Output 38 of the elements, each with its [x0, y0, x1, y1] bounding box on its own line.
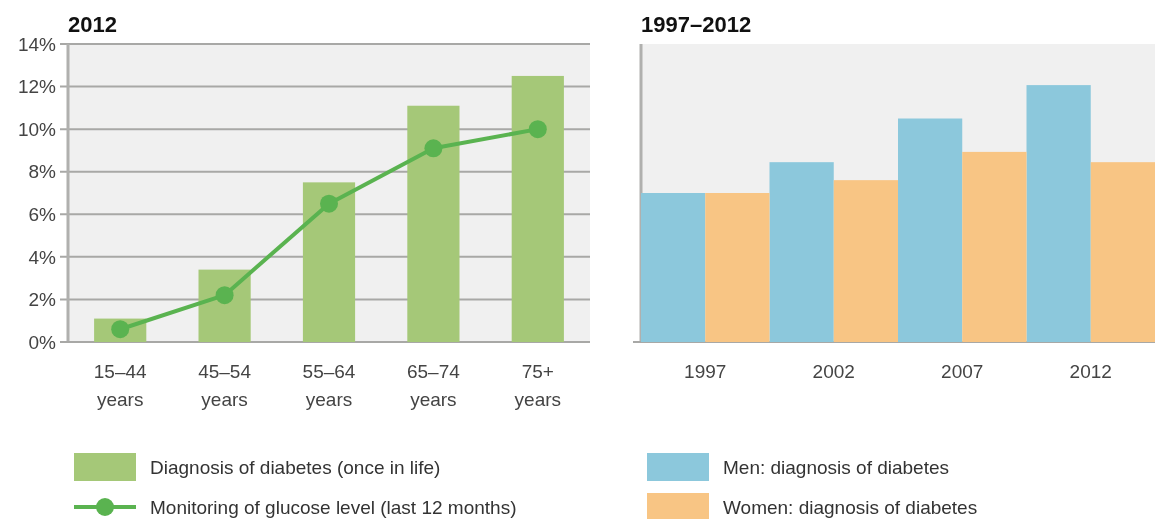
point — [424, 139, 443, 158]
point — [528, 120, 547, 139]
y-tick-label: 2% — [28, 289, 57, 311]
y-tick-label: 10% — [17, 118, 57, 140]
bar — [302, 182, 356, 342]
bar — [407, 105, 460, 342]
bar — [898, 118, 963, 342]
bar — [641, 193, 706, 342]
y-tick-label: 8% — [28, 161, 57, 183]
x-tick-label: 45–54 years — [198, 361, 252, 410]
legend-label: Diagnosis of diabetes (once in life) — [150, 456, 441, 478]
chart-title: 2012 — [68, 12, 117, 37]
bar — [833, 180, 898, 342]
x-tick-label: 75+ years — [514, 361, 562, 410]
y-tick-label: 4% — [28, 246, 57, 268]
x-tick-label: 2007 — [941, 361, 984, 382]
y-tick-label: 12% — [17, 76, 57, 98]
bar — [769, 162, 834, 342]
bar — [511, 75, 564, 342]
bar — [705, 193, 770, 342]
point — [215, 286, 234, 305]
x-tick-label: 1997 — [684, 361, 727, 382]
y-tick-label: 6% — [28, 203, 57, 225]
y-tick-label: 14% — [17, 33, 57, 55]
legend-label: Women: diagnosis of diabetes — [723, 496, 978, 518]
legend-label: Monitoring of glucose level (last 12 months) — [150, 496, 517, 518]
chart-title: 1997–2012 — [641, 12, 752, 37]
x-tick-label: 65–74 years — [406, 361, 461, 410]
x-tick-label: 55–64 years — [302, 361, 356, 410]
bar — [962, 151, 1027, 342]
point — [320, 194, 338, 213]
bar — [1026, 85, 1091, 342]
bar — [1090, 162, 1155, 342]
y-tick-label: 0% — [28, 331, 57, 353]
x-tick-label: 2002 — [812, 361, 855, 382]
x-tick-label: 15–44 years — [93, 361, 148, 410]
x-tick-label: 2012 — [1069, 361, 1112, 382]
legend-label: Men: diagnosis of diabetes — [723, 456, 950, 478]
